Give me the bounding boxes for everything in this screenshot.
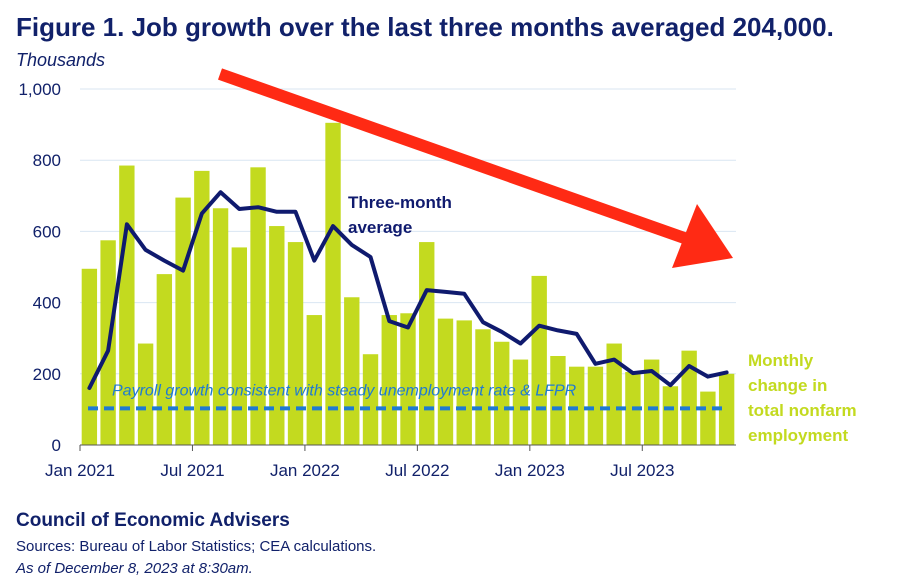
bar [437, 318, 454, 445]
bar [81, 268, 98, 445]
bar [456, 320, 472, 445]
annotations: Three-month average Monthly change in total … [218, 68, 857, 445]
axes: 0 200 400 600 800 1,000 Jan 2021 Jul 2021 Jan 20… [18, 80, 736, 480]
bar [344, 297, 360, 445]
x-tick-label: Jul 2023 [610, 461, 674, 480]
bar [362, 354, 379, 445]
bar [250, 167, 266, 445]
bar [306, 315, 322, 445]
y-tick-label: 600 [33, 222, 61, 241]
reference-line-group: Payroll growth consistent with steady un… [88, 382, 722, 411]
bar [231, 247, 247, 445]
bar [381, 315, 397, 445]
bar [550, 356, 566, 445]
bar-series [81, 122, 735, 446]
bar [475, 329, 491, 445]
y-tick-label: 0 [52, 436, 61, 455]
bar [700, 391, 716, 445]
y-tick-label: 800 [33, 151, 61, 170]
source-organization: Council of Economic Advisers [16, 510, 290, 531]
bar [662, 386, 679, 445]
bar [156, 274, 173, 445]
bar [587, 366, 604, 445]
average-line-label: Three-month average [348, 193, 452, 237]
bar [643, 359, 660, 445]
bar [606, 343, 622, 445]
bar [400, 313, 416, 445]
trend-arrow-shaft [218, 68, 692, 246]
y-tick-label: 200 [33, 365, 61, 384]
bar [287, 242, 304, 445]
x-tick-label: Jul 2022 [385, 461, 449, 480]
y-tick-label: 1,000 [18, 80, 61, 99]
chart-title: Figure 1. Job growth over the last three… [16, 12, 834, 42]
reference-line-label: Payroll growth consistent with steady un… [112, 382, 577, 399]
y-tick-label: 400 [33, 294, 61, 313]
three-month-average-line [87, 190, 729, 390]
bar [119, 165, 135, 446]
bar-series-label: Monthly change in total nonfarm employment [748, 351, 857, 445]
x-tick-label: Jul 2021 [160, 461, 224, 480]
trend-arrow-head [672, 204, 733, 268]
bar [494, 341, 510, 445]
bar [569, 366, 585, 445]
bar [194, 170, 210, 445]
x-tick-label: Jan 2022 [270, 461, 340, 480]
bar [512, 359, 529, 445]
bar [531, 275, 547, 445]
bar [325, 122, 341, 445]
average-line-group [87, 190, 729, 390]
bar [212, 208, 229, 445]
bar [419, 242, 435, 445]
x-tick-label: Jan 2021 [45, 461, 115, 480]
y-axis-units-label: Thousands [16, 50, 106, 70]
chart: Payroll growth consistent with steady un… [18, 68, 857, 480]
bar [269, 226, 285, 445]
source-note: Sources: Bureau of Labor Statistics; CEA… [16, 538, 377, 555]
as-of-date: As of December 8, 2023 at 8:30am. [16, 560, 253, 577]
x-tick-label: Jan 2023 [495, 461, 565, 480]
bar [137, 343, 154, 445]
bar [718, 373, 735, 445]
bar [681, 350, 697, 445]
